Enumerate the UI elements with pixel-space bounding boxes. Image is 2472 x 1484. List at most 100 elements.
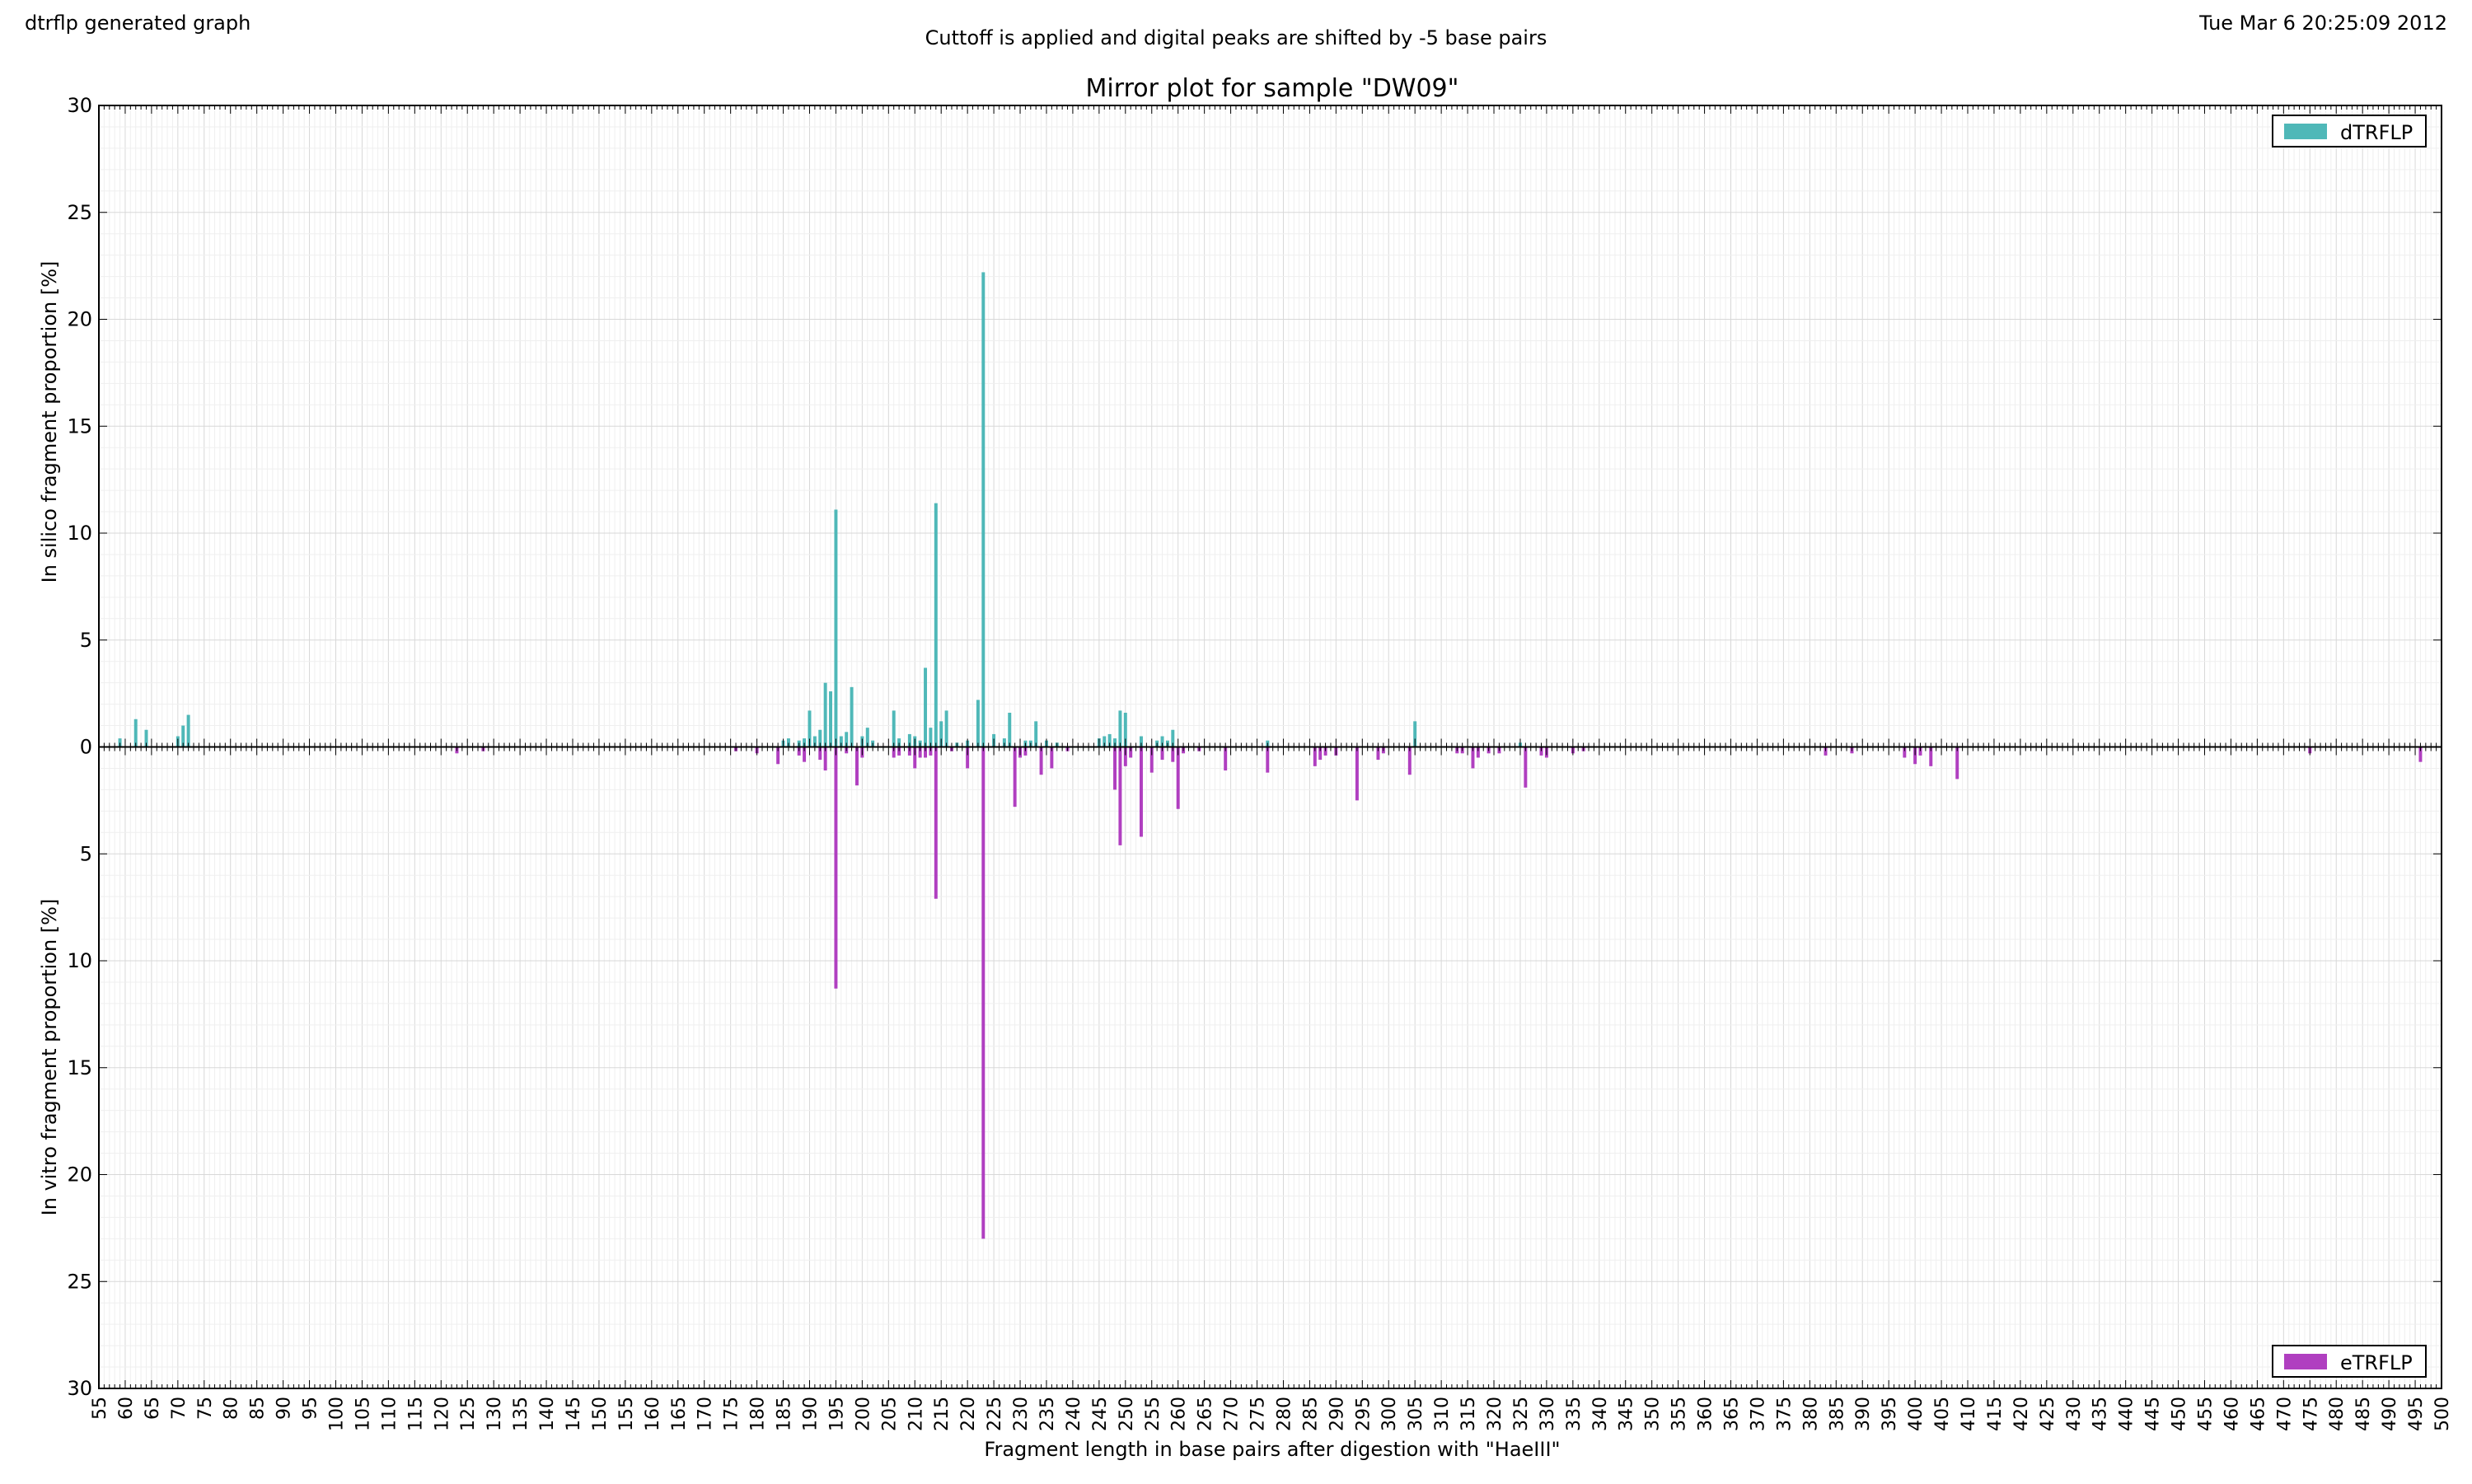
x-tick-label: 215 <box>932 1397 953 1431</box>
x-tick-label: 140 <box>537 1397 558 1431</box>
x-tick-label: 340 <box>1590 1397 1611 1431</box>
dtrflp-bar <box>929 728 933 747</box>
header-cutoff-note: Cuttoff is applied and digital peaks are… <box>925 26 1547 49</box>
x-tick-label: 470 <box>2274 1397 2295 1431</box>
x-tick-label: 330 <box>1538 1397 1558 1431</box>
x-tick-label: 190 <box>800 1397 821 1431</box>
x-tick-label: 480 <box>2327 1397 2348 1431</box>
etrflp-bar <box>818 747 822 761</box>
x-tick-label: 350 <box>1643 1397 1664 1431</box>
dtrflp-bar <box>181 725 185 747</box>
x-tick-label: 425 <box>2038 1397 2058 1431</box>
x-tick-label: 65 <box>143 1397 163 1420</box>
x-tick-label: 475 <box>2301 1397 2321 1431</box>
y-tick-label: 10 <box>67 522 92 545</box>
y-axis-label-bottom: In vitro fragment proportion [%] <box>38 899 61 1216</box>
y-tick-label: 15 <box>67 414 92 438</box>
etrflp-bar <box>1824 747 1828 756</box>
dtrflp-bar <box>144 729 148 747</box>
x-tick-label: 70 <box>169 1397 190 1420</box>
etrflp-bar <box>892 747 896 758</box>
x-tick-label: 245 <box>1090 1397 1111 1431</box>
x-tick-label: 485 <box>2353 1397 2374 1431</box>
y-tick-label: 10 <box>67 949 92 972</box>
dtrflp-bar <box>812 736 817 747</box>
x-tick-label: 95 <box>301 1397 321 1420</box>
etrflp-bar <box>1918 747 1922 756</box>
x-tick-label: 360 <box>1696 1397 1716 1431</box>
x-tick-label: 315 <box>1458 1397 1479 1431</box>
x-tick-label: 400 <box>1906 1397 1927 1431</box>
etrflp-bar <box>1160 747 1164 761</box>
etrflp-bar <box>1118 747 1122 845</box>
x-tick-label: 275 <box>1248 1397 1269 1431</box>
y-tick-label: 15 <box>67 1056 92 1079</box>
etrflp-bar <box>1171 747 1175 762</box>
dtrflp-bar <box>808 710 812 747</box>
etrflp-bar <box>1224 747 1228 771</box>
x-tick-label: 220 <box>958 1397 979 1431</box>
y-tick-label: 25 <box>67 1270 92 1293</box>
etrflp-bar <box>1524 747 1528 788</box>
dtrflp-bar <box>818 729 822 747</box>
x-tick-label: 290 <box>1327 1397 1347 1431</box>
x-tick-label: 270 <box>1222 1397 1243 1431</box>
x-tick-label: 160 <box>643 1397 663 1431</box>
etrflp-bar <box>1129 747 1133 758</box>
x-tick-label: 405 <box>1932 1397 1953 1431</box>
x-axis-label: Fragment length in base pairs after dige… <box>984 1438 1560 1461</box>
y-axis-label-top: In silico fragment proportion [%] <box>38 261 61 583</box>
x-tick-label: 320 <box>1485 1397 1505 1431</box>
plot-grid <box>98 105 2442 1389</box>
x-tick-label: 200 <box>853 1397 873 1431</box>
x-tick-label: 80 <box>222 1397 242 1420</box>
dtrflp-bar <box>839 736 843 747</box>
dtrflp-bar <box>1123 712 1127 747</box>
etrflp-bar <box>1913 747 1917 765</box>
etrflp-bar <box>1903 747 1907 758</box>
dtrflp-bar <box>865 728 869 747</box>
etrflp-bar <box>1050 747 1054 769</box>
etrflp-bar <box>1023 747 1028 756</box>
etrflp-bar <box>1266 747 1270 773</box>
x-tick-label: 240 <box>1064 1397 1084 1431</box>
etrflp-bar <box>1355 747 1359 801</box>
y-tick-label: 25 <box>67 201 92 224</box>
x-tick-label: 125 <box>458 1397 479 1431</box>
x-tick-label: 450 <box>2170 1397 2190 1431</box>
legend-dtrflp: dTRFLP <box>2272 115 2427 147</box>
etrflp-bar <box>797 747 801 756</box>
x-tick-label: 460 <box>2222 1397 2242 1431</box>
dtrflp-bar <box>1413 721 1417 747</box>
x-tick-label: 355 <box>1669 1397 1690 1431</box>
x-tick-label: 100 <box>326 1397 347 1431</box>
dtrflp-bar <box>976 700 980 747</box>
x-tick-label: 150 <box>590 1397 611 1431</box>
dtrflp-bar <box>1171 729 1175 747</box>
legend-dtrflp-label: dTRFLP <box>2340 121 2413 144</box>
y-tick-label: 0 <box>80 736 92 759</box>
dtrflp-bar <box>1118 710 1122 747</box>
x-tick-label: 120 <box>432 1397 452 1431</box>
x-tick-label: 60 <box>116 1397 137 1420</box>
x-tick-label: 365 <box>1722 1397 1743 1431</box>
x-tick-label: 430 <box>2064 1397 2085 1431</box>
dtrflp-bar <box>834 509 838 747</box>
x-tick-label: 445 <box>2143 1397 2164 1431</box>
legend-etrflp: eTRFLP <box>2272 1345 2427 1378</box>
x-tick-label: 310 <box>1432 1397 1453 1431</box>
etrflp-bar <box>1149 747 1154 773</box>
x-tick-label: 85 <box>248 1397 269 1420</box>
x-tick-label: 370 <box>1748 1397 1768 1431</box>
x-tick-label: 395 <box>1880 1397 1900 1431</box>
x-tick-label: 110 <box>379 1397 400 1431</box>
y-tick-label: 5 <box>80 842 92 865</box>
etrflp-bar <box>1323 747 1327 756</box>
x-tick-label: 55 <box>90 1397 110 1420</box>
dtrflp-bar <box>1107 733 1112 747</box>
etrflp-bar <box>823 747 827 771</box>
x-tick-label: 185 <box>775 1397 795 1431</box>
x-tick-label: 440 <box>2117 1397 2137 1431</box>
etrflp-bar <box>929 747 933 756</box>
